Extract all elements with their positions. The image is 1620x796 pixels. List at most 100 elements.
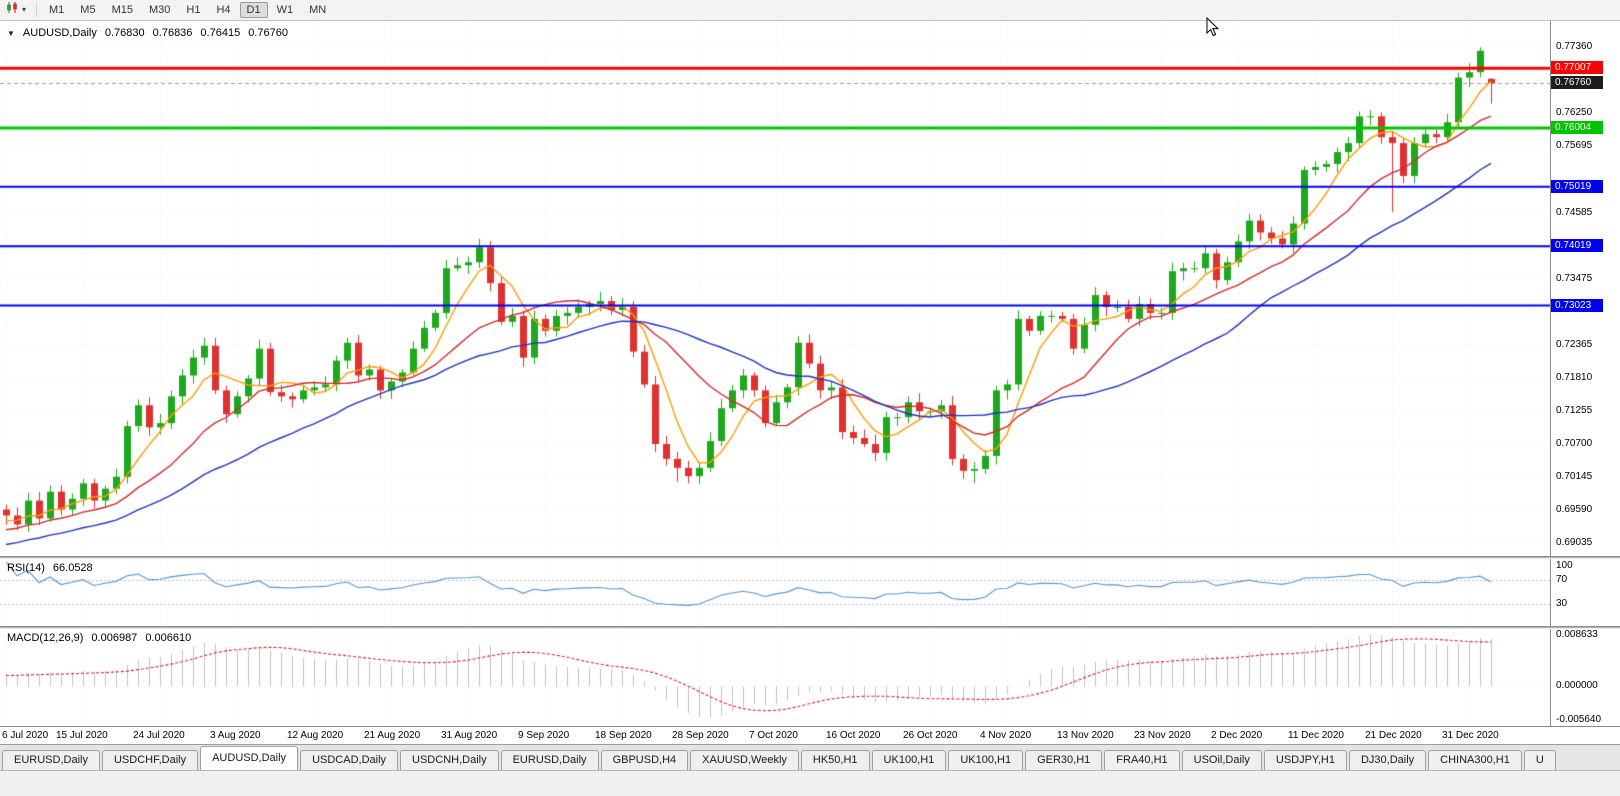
hline-price-label[interactable]: 0.77007 bbox=[1551, 61, 1603, 75]
macd-header: MACD(12,26,9) 0.006987 0.006610 bbox=[7, 632, 191, 644]
chart-tab-U[interactable]: U bbox=[1523, 750, 1556, 770]
date-axis-label: 3 Aug 2020 bbox=[210, 730, 261, 741]
chevron-down-icon: ▾ bbox=[22, 5, 27, 14]
chart-tab-USDCHF-Daily[interactable]: USDCHF,Daily bbox=[101, 750, 199, 770]
chart-tab-CHINA300-H1[interactable]: CHINA300,H1 bbox=[1428, 750, 1522, 770]
timeframe-button-MN[interactable]: MN bbox=[309, 4, 327, 16]
panel-separator[interactable] bbox=[0, 626, 1620, 629]
rsi-indicator-plot[interactable] bbox=[0, 559, 1550, 626]
chart-close-value: 0.76760 bbox=[248, 27, 288, 39]
chart-tab-XAUUSD-Weekly[interactable]: XAUUSD,Weekly bbox=[690, 750, 799, 770]
chart-open-value: 0.76830 bbox=[104, 27, 145, 39]
chart-tab-EURUSD-Daily[interactable]: EURUSD,Daily bbox=[2, 750, 100, 770]
macd-axis-label: 0.000000 bbox=[1556, 680, 1598, 692]
date-axis-label: 13 Nov 2020 bbox=[1057, 730, 1114, 741]
chart-symbol-label: AUDUSD,Daily bbox=[22, 27, 97, 39]
chart-tab-USDCNH-Daily[interactable]: USDCNH,Daily bbox=[400, 750, 499, 770]
chart-title: ▼ AUDUSD,Daily 0.76830 0.76836 0.76415 0… bbox=[7, 27, 288, 39]
date-axis-label: 15 Jul 2020 bbox=[56, 730, 108, 741]
chart-low-value: 0.76415 bbox=[200, 27, 241, 39]
rsi-header: RSI(14) 66.0528 bbox=[7, 562, 93, 574]
timeframe-button-M15[interactable]: M15 bbox=[111, 4, 133, 16]
hline-price-label[interactable]: 0.74019 bbox=[1551, 239, 1603, 253]
price-axis-label: 0.73475 bbox=[1556, 272, 1593, 284]
chart-type-button[interactable]: ▾ bbox=[0, 0, 32, 20]
rsi-name: RSI(14) bbox=[7, 562, 45, 574]
price-axis-label: 0.75695 bbox=[1556, 140, 1593, 152]
chart-tab-HK50-H1[interactable]: HK50,H1 bbox=[800, 750, 870, 770]
macd-signal-value: 0.006610 bbox=[145, 632, 192, 644]
current-price-label: 0.76760 bbox=[1551, 75, 1603, 89]
date-axis-label: 21 Aug 2020 bbox=[364, 730, 421, 741]
timeframe-button-H4[interactable]: H4 bbox=[216, 4, 231, 16]
date-axis-label: 31 Dec 2020 bbox=[1442, 730, 1499, 741]
date-axis-label: 21 Dec 2020 bbox=[1365, 730, 1422, 741]
timeframe-button-M30[interactable]: M30 bbox=[148, 4, 171, 16]
price-axis-label: 0.72365 bbox=[1556, 338, 1593, 350]
date-axis-label: 11 Dec 2020 bbox=[1288, 730, 1344, 741]
price-axis-label: 0.71255 bbox=[1556, 404, 1593, 416]
chart-menu-arrow-icon[interactable]: ▼ bbox=[7, 28, 15, 38]
chart-tab-USOil-Daily[interactable]: USOil,Daily bbox=[1181, 750, 1262, 770]
price-axis-label: 0.69035 bbox=[1556, 537, 1593, 549]
date-axis-label: 9 Sep 2020 bbox=[518, 730, 570, 741]
timeframe-buttons-group: M1 M5 M15 M30 H1 H4 D1 W1 MN bbox=[41, 2, 334, 18]
chart-tab-bar: EURUSD,Daily USDCHF,Daily AUDUSD,Daily USDC… bbox=[0, 744, 1620, 770]
price-axis-label: 0.77360 bbox=[1556, 41, 1593, 53]
rsi-axis-label: 100 bbox=[1556, 560, 1573, 571]
chart-tab-GBPUSD-H4[interactable]: GBPUSD,H4 bbox=[600, 750, 689, 770]
chart-tab-USDJPY-H1[interactable]: USDJPY,H1 bbox=[1263, 750, 1347, 770]
chart-tab-USDCAD-Daily[interactable]: USDCAD,Daily bbox=[300, 750, 399, 770]
hline-price-label[interactable]: 0.73023 bbox=[1551, 298, 1603, 312]
time-axis[interactable]: 6 Jul 2020 15 Jul 2020 24 Jul 2020 3 Aug 20… bbox=[0, 726, 1620, 744]
date-axis-label: 23 Nov 2020 bbox=[1134, 730, 1191, 741]
timeframe-button-D1[interactable]: D1 bbox=[239, 2, 268, 18]
macd-main-value: 0.006987 bbox=[91, 632, 138, 644]
date-axis-label: 12 Aug 2020 bbox=[287, 730, 344, 741]
chart-tab-UK100-H1[interactable]: UK100,H1 bbox=[948, 750, 1024, 770]
timeframe-toolbar: ▾ M1 M5 M15 M30 H1 H4 D1 W1 MN bbox=[0, 0, 1620, 21]
price-axis-label: 0.71810 bbox=[1556, 371, 1593, 383]
timeframe-button-M5[interactable]: M5 bbox=[80, 4, 96, 16]
hline-price-label[interactable]: 0.76004 bbox=[1551, 121, 1603, 134]
macd-indicator-plot[interactable] bbox=[0, 629, 1550, 726]
rsi-value: 66.0528 bbox=[52, 562, 93, 574]
panel-separator[interactable] bbox=[0, 556, 1620, 559]
toolbar-separator bbox=[36, 3, 38, 17]
chart-tab-GER30-H1[interactable]: GER30,H1 bbox=[1025, 750, 1103, 770]
status-bar bbox=[0, 770, 1620, 796]
date-axis-label: 24 Jul 2020 bbox=[133, 730, 185, 741]
chart-tab-AUDUSD-Daily[interactable]: AUDUSD,Daily bbox=[200, 746, 299, 770]
timeframe-button-M1[interactable]: M1 bbox=[49, 4, 65, 16]
price-axis-label: 0.70700 bbox=[1556, 437, 1593, 449]
candlestick-chart-icon bbox=[6, 1, 19, 19]
date-axis-label: 18 Sep 2020 bbox=[595, 730, 652, 741]
date-axis-label: 2 Dec 2020 bbox=[1211, 730, 1263, 741]
price-axis-label: 0.74585 bbox=[1556, 206, 1593, 218]
macd-name: MACD(12,26,9) bbox=[7, 632, 84, 644]
chart-tab-EURUSD-Daily[interactable]: EURUSD,Daily bbox=[500, 750, 599, 770]
price-axis[interactable]: 0.76760 0.77360 0.76250 0.75695 0.74585 0.73… bbox=[1550, 21, 1620, 726]
rsi-axis-label: 70 bbox=[1556, 574, 1568, 585]
macd-axis-label: -0.005640 bbox=[1556, 714, 1602, 725]
date-axis-label: 6 Jul 2020 bbox=[2, 730, 49, 741]
date-axis-label: 31 Aug 2020 bbox=[441, 730, 498, 741]
chart-tab-FRA40-H1[interactable]: FRA40,H1 bbox=[1104, 750, 1180, 770]
date-axis-label: 7 Oct 2020 bbox=[749, 730, 798, 741]
price-chart-plot[interactable] bbox=[0, 21, 1550, 556]
date-axis-label: 28 Sep 2020 bbox=[672, 730, 729, 741]
date-axis-label: 4 Nov 2020 bbox=[980, 730, 1032, 741]
timeframe-button-H1[interactable]: H1 bbox=[186, 4, 201, 16]
macd-axis-label: 0.008633 bbox=[1556, 629, 1598, 640]
price-axis-label: 0.70145 bbox=[1556, 471, 1593, 483]
mouse-cursor bbox=[1206, 16, 1221, 43]
rsi-axis-label: 30 bbox=[1556, 598, 1568, 609]
chart-tab-UK100-H1[interactable]: UK100,H1 bbox=[871, 750, 947, 770]
chart-tab-DJ30-Daily[interactable]: DJ30,Daily bbox=[1348, 750, 1427, 770]
date-axis-label: 26 Oct 2020 bbox=[903, 730, 958, 741]
hline-price-label[interactable]: 0.75019 bbox=[1551, 179, 1603, 193]
timeframe-button-W1[interactable]: W1 bbox=[276, 4, 294, 16]
price-axis-label: 0.69590 bbox=[1556, 504, 1593, 516]
date-axis-label: 16 Oct 2020 bbox=[826, 730, 881, 741]
